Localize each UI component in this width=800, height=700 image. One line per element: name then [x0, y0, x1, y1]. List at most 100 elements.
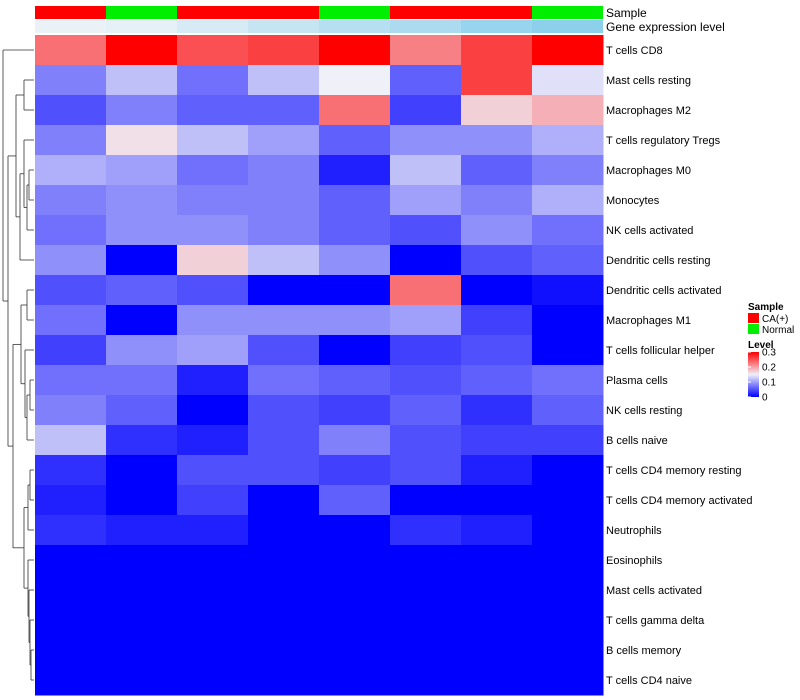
heatmap-cell: [248, 425, 320, 456]
level-tick-label: 0.1: [762, 378, 776, 389]
heatmap-cell: [248, 185, 320, 216]
heatmap-cell: [532, 335, 604, 366]
heatmap-cell: [461, 125, 533, 156]
heatmap-cell: [248, 215, 320, 246]
heatmap-cell: [390, 605, 462, 636]
heatmap-cell: [319, 155, 391, 186]
heatmap-cell: [390, 35, 462, 66]
heatmap-cell: [248, 245, 320, 276]
heatmap-cell: [106, 395, 178, 426]
heatmap-cell: [248, 665, 320, 696]
heatmap-cell: [248, 575, 320, 606]
heatmap-cell: [106, 305, 178, 336]
sample-annotation-cell: [532, 6, 603, 19]
heatmap-cell: [319, 485, 391, 516]
heatmap-cell: [35, 365, 107, 396]
row-label: Monocytes: [606, 195, 660, 207]
heatmap-cell: [248, 485, 320, 516]
heatmap-cell: [461, 455, 533, 486]
sample-annotation-cell: [248, 6, 319, 19]
heatmap-cell: [106, 515, 178, 546]
level-tick-label: 0.2: [762, 363, 776, 374]
legend-swatch-ca: [748, 313, 759, 323]
heatmap-cell: [390, 155, 462, 186]
heatmap-cell: [177, 365, 249, 396]
heatmap-cell: [390, 305, 462, 336]
heatmap-cell: [177, 65, 249, 96]
legend-swatch-normal: [748, 324, 759, 334]
heatmap-cell: [461, 95, 533, 126]
heatmap-cell: [106, 485, 178, 516]
heatmap-cell: [532, 215, 604, 246]
heatmap-cell: [177, 305, 249, 336]
heatmap-cell: [177, 545, 249, 576]
gene-expression-annotation-cell: [35, 20, 106, 33]
row-label: NK cells activated: [606, 225, 693, 237]
heatmap-cell: [319, 275, 391, 306]
heatmap-cell: [390, 215, 462, 246]
heatmap-cell: [390, 545, 462, 576]
heatmap-cell: [390, 65, 462, 96]
heatmap-cell: [390, 335, 462, 366]
heatmap-cell: [106, 185, 178, 216]
heatmap-cell: [461, 605, 533, 636]
heatmap-cell: [35, 275, 107, 306]
heatmap-cell: [319, 335, 391, 366]
heatmap-cell: [461, 575, 533, 606]
heatmap-cell: [35, 515, 107, 546]
row-labels: T cells CD8 Mast cells resting Macrophages…: [606, 45, 753, 687]
sample-annotation-label: Sample: [606, 6, 647, 20]
heatmap-cell: [319, 665, 391, 696]
heatmap-cell: [390, 425, 462, 456]
heatmap-cell: [319, 185, 391, 216]
heatmap-cell: [248, 455, 320, 486]
heatmap-cell: [461, 365, 533, 396]
heatmap-cell: [106, 455, 178, 486]
heatmap-cell: [106, 635, 178, 666]
heatmap-cell: [35, 35, 107, 66]
heatmap-cell: [390, 185, 462, 216]
heatmap-cell: [390, 455, 462, 486]
heatmap-cell: [319, 455, 391, 486]
heatmap-cell: [177, 95, 249, 126]
row-label: Dendritic cells activated: [606, 285, 722, 297]
gene-expression-annotation-cell: [248, 20, 319, 33]
heatmap-cell: [461, 545, 533, 576]
heatmap-cell: [319, 575, 391, 606]
heatmap-cell: [319, 515, 391, 546]
heatmap-cell: [319, 95, 391, 126]
heatmap-cell: [319, 365, 391, 396]
heatmap-cell: [319, 635, 391, 666]
heatmap-cell: [461, 275, 533, 306]
heatmap-cell: [532, 125, 604, 156]
gene-expression-annotation-cell: [319, 20, 390, 33]
heatmap-cell: [177, 605, 249, 636]
heatmap-cell: [532, 635, 604, 666]
heatmap-cell: [461, 395, 533, 426]
heatmap-cell: [248, 125, 320, 156]
heatmap-cell: [177, 395, 249, 426]
heatmap-cell: [35, 485, 107, 516]
heatmap-cell: [532, 365, 604, 396]
row-label: Macrophages M1: [606, 315, 691, 327]
heatmap-cell: [532, 425, 604, 456]
level-tick-label: 0.3: [762, 348, 776, 359]
row-label: B cells memory: [606, 645, 682, 657]
heatmap-cell: [390, 365, 462, 396]
row-label: Mast cells activated: [606, 585, 702, 597]
heatmap-cell: [461, 65, 533, 96]
heatmap-cell: [177, 665, 249, 696]
level-colorbar: [748, 352, 759, 397]
heatmap-cell: [177, 635, 249, 666]
row-label: Macrophages M0: [606, 165, 691, 177]
heatmap-cell: [319, 605, 391, 636]
sample-annotation-cell: [106, 6, 177, 19]
heatmap-cell: [35, 65, 107, 96]
heatmap-cell: [461, 215, 533, 246]
heatmap-cell: [106, 335, 178, 366]
legend: Sample CA(+) Normal Level 0.3 0.2 0.1 0: [748, 302, 794, 404]
row-label: Macrophages M2: [606, 105, 691, 117]
heatmap-cell: [106, 425, 178, 456]
heatmap-cell: [106, 365, 178, 396]
